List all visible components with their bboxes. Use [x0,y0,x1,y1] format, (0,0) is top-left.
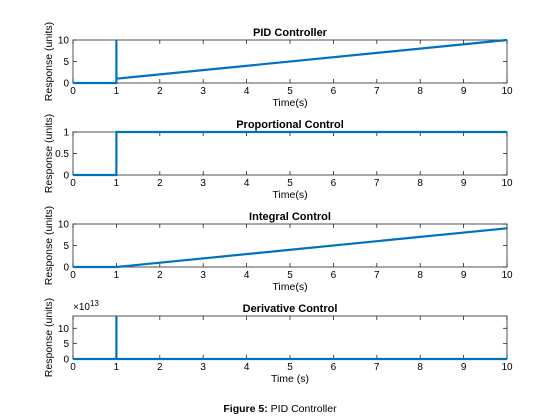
x-tick-label: 4 [244,362,250,373]
x-tick-label: 0 [70,86,76,97]
x-tick-label: 2 [157,178,163,189]
x-tick-label: 0 [70,270,76,281]
x-tick-label: 9 [461,178,467,189]
x-tick-label: 0 [70,362,76,373]
figure-caption: Figure 5: PID Controller [0,403,560,415]
y-axis-label: Response (units) [43,206,55,285]
chart-title: Derivative Control [243,303,338,315]
x-tick-label: 1 [114,86,120,97]
x-tick-label: 10 [501,86,513,97]
x-tick-label: 5 [287,362,293,373]
chart-title: PID Controller [253,27,328,39]
axes-box [72,315,508,360]
x-tick-label: 8 [417,362,423,373]
x-tick-label: 8 [417,86,423,97]
x-tick-label: 5 [287,270,293,281]
subplot-1: PID Controller 0 1 2 3 4 5 6 7 8 9 10 0 5 10 Time(s) Res… [43,22,513,109]
y-tick-label: 5 [63,241,69,252]
x-axis-label: Time(s) [272,189,307,201]
x-tick-label: 5 [287,178,293,189]
y-tick-label: 0 [63,79,69,90]
x-tick-label: 1 [114,270,120,281]
series-line [73,38,508,85]
x-tick-label: 2 [157,362,163,373]
axes-box [72,131,508,176]
x-tick-label: 9 [461,362,467,373]
x-tick-label: 3 [200,178,206,189]
subplot-2: Proportional Control 0 1 2 3 4 5 6 7 8 9 10 0 0.5 1 Tim… [43,114,513,201]
x-tick-label: 3 [200,86,206,97]
x-tick-label: 8 [417,178,423,189]
x-tick-label: 6 [331,86,337,97]
x-tick-label: 6 [331,362,337,373]
y-tick-label: 10 [58,36,70,47]
y-tick-label: 5 [63,339,69,350]
x-tick-label: 9 [461,270,467,281]
x-tick-label: 8 [417,270,423,281]
series-line [73,130,507,177]
x-tick-label: 1 [114,362,120,373]
x-tick-label: 10 [501,270,513,281]
y-exponent-label: ×1013 [73,299,99,313]
y-tick-label: 10 [58,324,70,335]
x-tick-label: 5 [287,86,293,97]
axes-box [72,223,508,268]
y-tick-label: 0.5 [55,149,69,160]
x-tick-label: 7 [374,178,380,189]
y-tick-label: 0 [63,263,69,274]
x-axis-label: Time (s) [271,373,309,385]
subplot-3: Integral Control 0 1 2 3 4 5 6 7 8 9 10 0 5 10 Time(s) R… [43,206,513,293]
chart-title: Integral Control [249,211,331,223]
x-tick-label: 3 [200,362,206,373]
x-tick-label: 4 [244,270,250,281]
x-tick-label: 10 [501,178,513,189]
y-tick-label: 0 [63,171,69,182]
chart-title: Proportional Control [236,119,344,131]
series-line [73,227,508,269]
y-axis-label: Response (units) [43,298,55,377]
x-tick-label: 9 [461,86,467,97]
caption-text: PID Controller [270,403,337,415]
x-tick-label: 10 [501,362,513,373]
x-tick-label: 6 [331,178,337,189]
y-axis-label: Response (units) [43,22,55,101]
x-tick-label: 4 [244,178,250,189]
x-axis-label: Time(s) [272,97,307,109]
caption-label: Figure 5: [223,403,268,415]
x-tick-label: 7 [374,362,380,373]
series-line [73,316,507,361]
x-tick-label: 0 [70,178,76,189]
x-tick-label: 1 [114,178,120,189]
y-axis-label: Response (units) [43,114,55,193]
x-tick-label: 7 [374,86,380,97]
x-axis-label: Time(s) [272,281,307,293]
y-tick-label: 10 [58,220,70,231]
x-tick-label: 7 [374,270,380,281]
y-tick-label: 1 [63,128,69,139]
x-tick-label: 6 [331,270,337,281]
y-tick-label: 5 [63,57,69,68]
x-tick-label: 4 [244,86,250,97]
x-tick-label: 2 [157,270,163,281]
x-tick-label: 2 [157,86,163,97]
y-tick-label: 0 [63,355,69,366]
x-tick-label: 3 [200,270,206,281]
